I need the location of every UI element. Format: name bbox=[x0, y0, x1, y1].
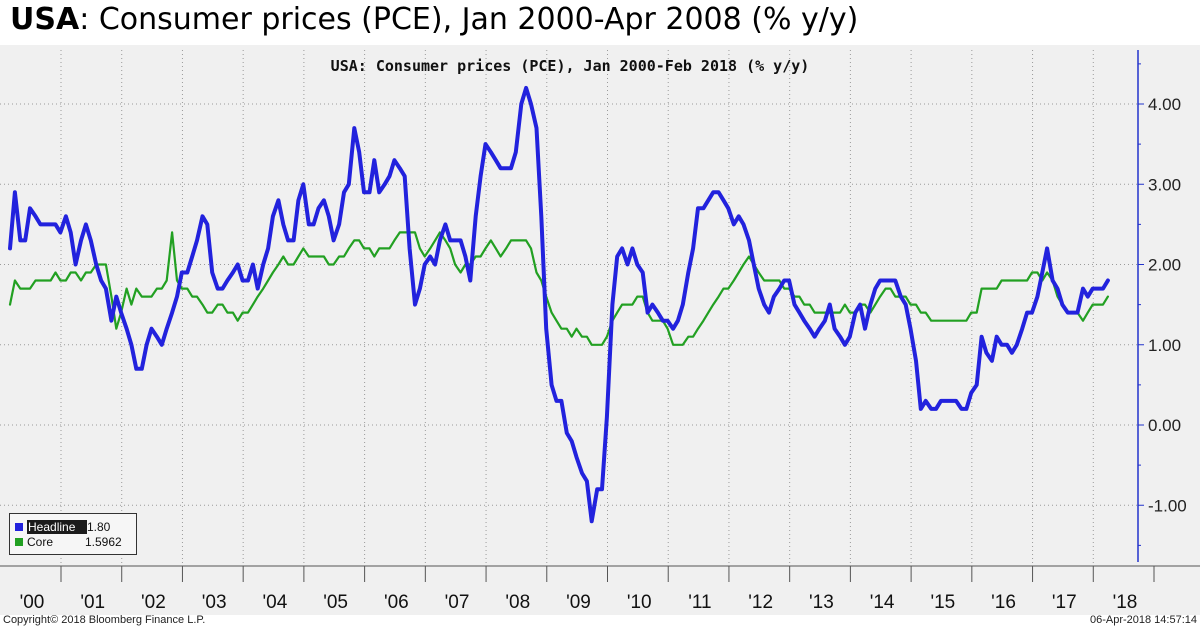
footer-timestamp: 06-Apr-2018 14:57:14 bbox=[1089, 614, 1197, 626]
legend-label-core: Core bbox=[27, 534, 54, 549]
x-tick-label: '18 bbox=[1113, 592, 1138, 613]
x-tick-label: '01 bbox=[80, 592, 105, 613]
x-tick-label: '16 bbox=[991, 592, 1016, 613]
chart-title: USA: Consumer prices (PCE), Jan 2000-Feb… bbox=[330, 57, 810, 75]
series-line-headline bbox=[8, 85, 1110, 524]
legend-item-headline[interactable]: Headline 1.80 bbox=[15, 519, 110, 534]
x-tick-label: '08 bbox=[505, 592, 530, 613]
y-tick-label: -1.00 bbox=[1148, 496, 1187, 515]
page-title-text: : Consumer prices (PCE), Jan 2000-Apr 20… bbox=[79, 2, 859, 37]
x-tick-label: '04 bbox=[263, 592, 288, 613]
page-title-country: USA bbox=[10, 2, 80, 37]
x-tick-label: '05 bbox=[323, 592, 348, 613]
chart-frame bbox=[0, 45, 1200, 615]
y-tick-label: 4.00 bbox=[1148, 95, 1181, 114]
x-tick-label: '06 bbox=[384, 592, 409, 613]
chart-legend[interactable]: Headline 1.80 Core 1.5962 bbox=[9, 513, 137, 555]
legend-swatch-core bbox=[15, 537, 23, 546]
y-tick-label: 0.00 bbox=[1148, 416, 1181, 435]
x-tick-label: '14 bbox=[870, 592, 895, 613]
y-tick-label: 3.00 bbox=[1148, 175, 1181, 194]
x-tick-label: '13 bbox=[809, 592, 834, 613]
legend-value-headline: 1.80 bbox=[87, 519, 111, 534]
x-tick-label: '09 bbox=[566, 592, 591, 613]
legend-label-headline: Headline bbox=[27, 519, 87, 534]
x-tick-label: '00 bbox=[20, 592, 45, 613]
page-title: USA: Consumer prices (PCE), Jan 2000-Apr… bbox=[10, 2, 858, 37]
x-tick-label: '11 bbox=[688, 592, 711, 613]
x-tick-label: '03 bbox=[202, 592, 227, 613]
x-tick-label: '10 bbox=[627, 592, 652, 613]
series-line-core bbox=[8, 231, 1109, 346]
y-tick-label: 2.00 bbox=[1148, 256, 1181, 275]
footer-copyright: Copyright© 2018 Bloomberg Finance L.P. bbox=[3, 614, 206, 626]
legend-value-core: 1.5962 bbox=[85, 534, 122, 549]
legend-item-core[interactable]: Core 1.5962 bbox=[15, 534, 122, 549]
y-tick-label: 1.00 bbox=[1148, 336, 1181, 355]
x-tick-label: '02 bbox=[141, 592, 166, 613]
legend-swatch-headline bbox=[15, 522, 23, 531]
x-tick-label: '12 bbox=[748, 592, 773, 613]
x-tick-label: '17 bbox=[1052, 592, 1077, 613]
x-tick-label: '07 bbox=[445, 592, 470, 613]
x-tick-label: '15 bbox=[930, 592, 955, 613]
